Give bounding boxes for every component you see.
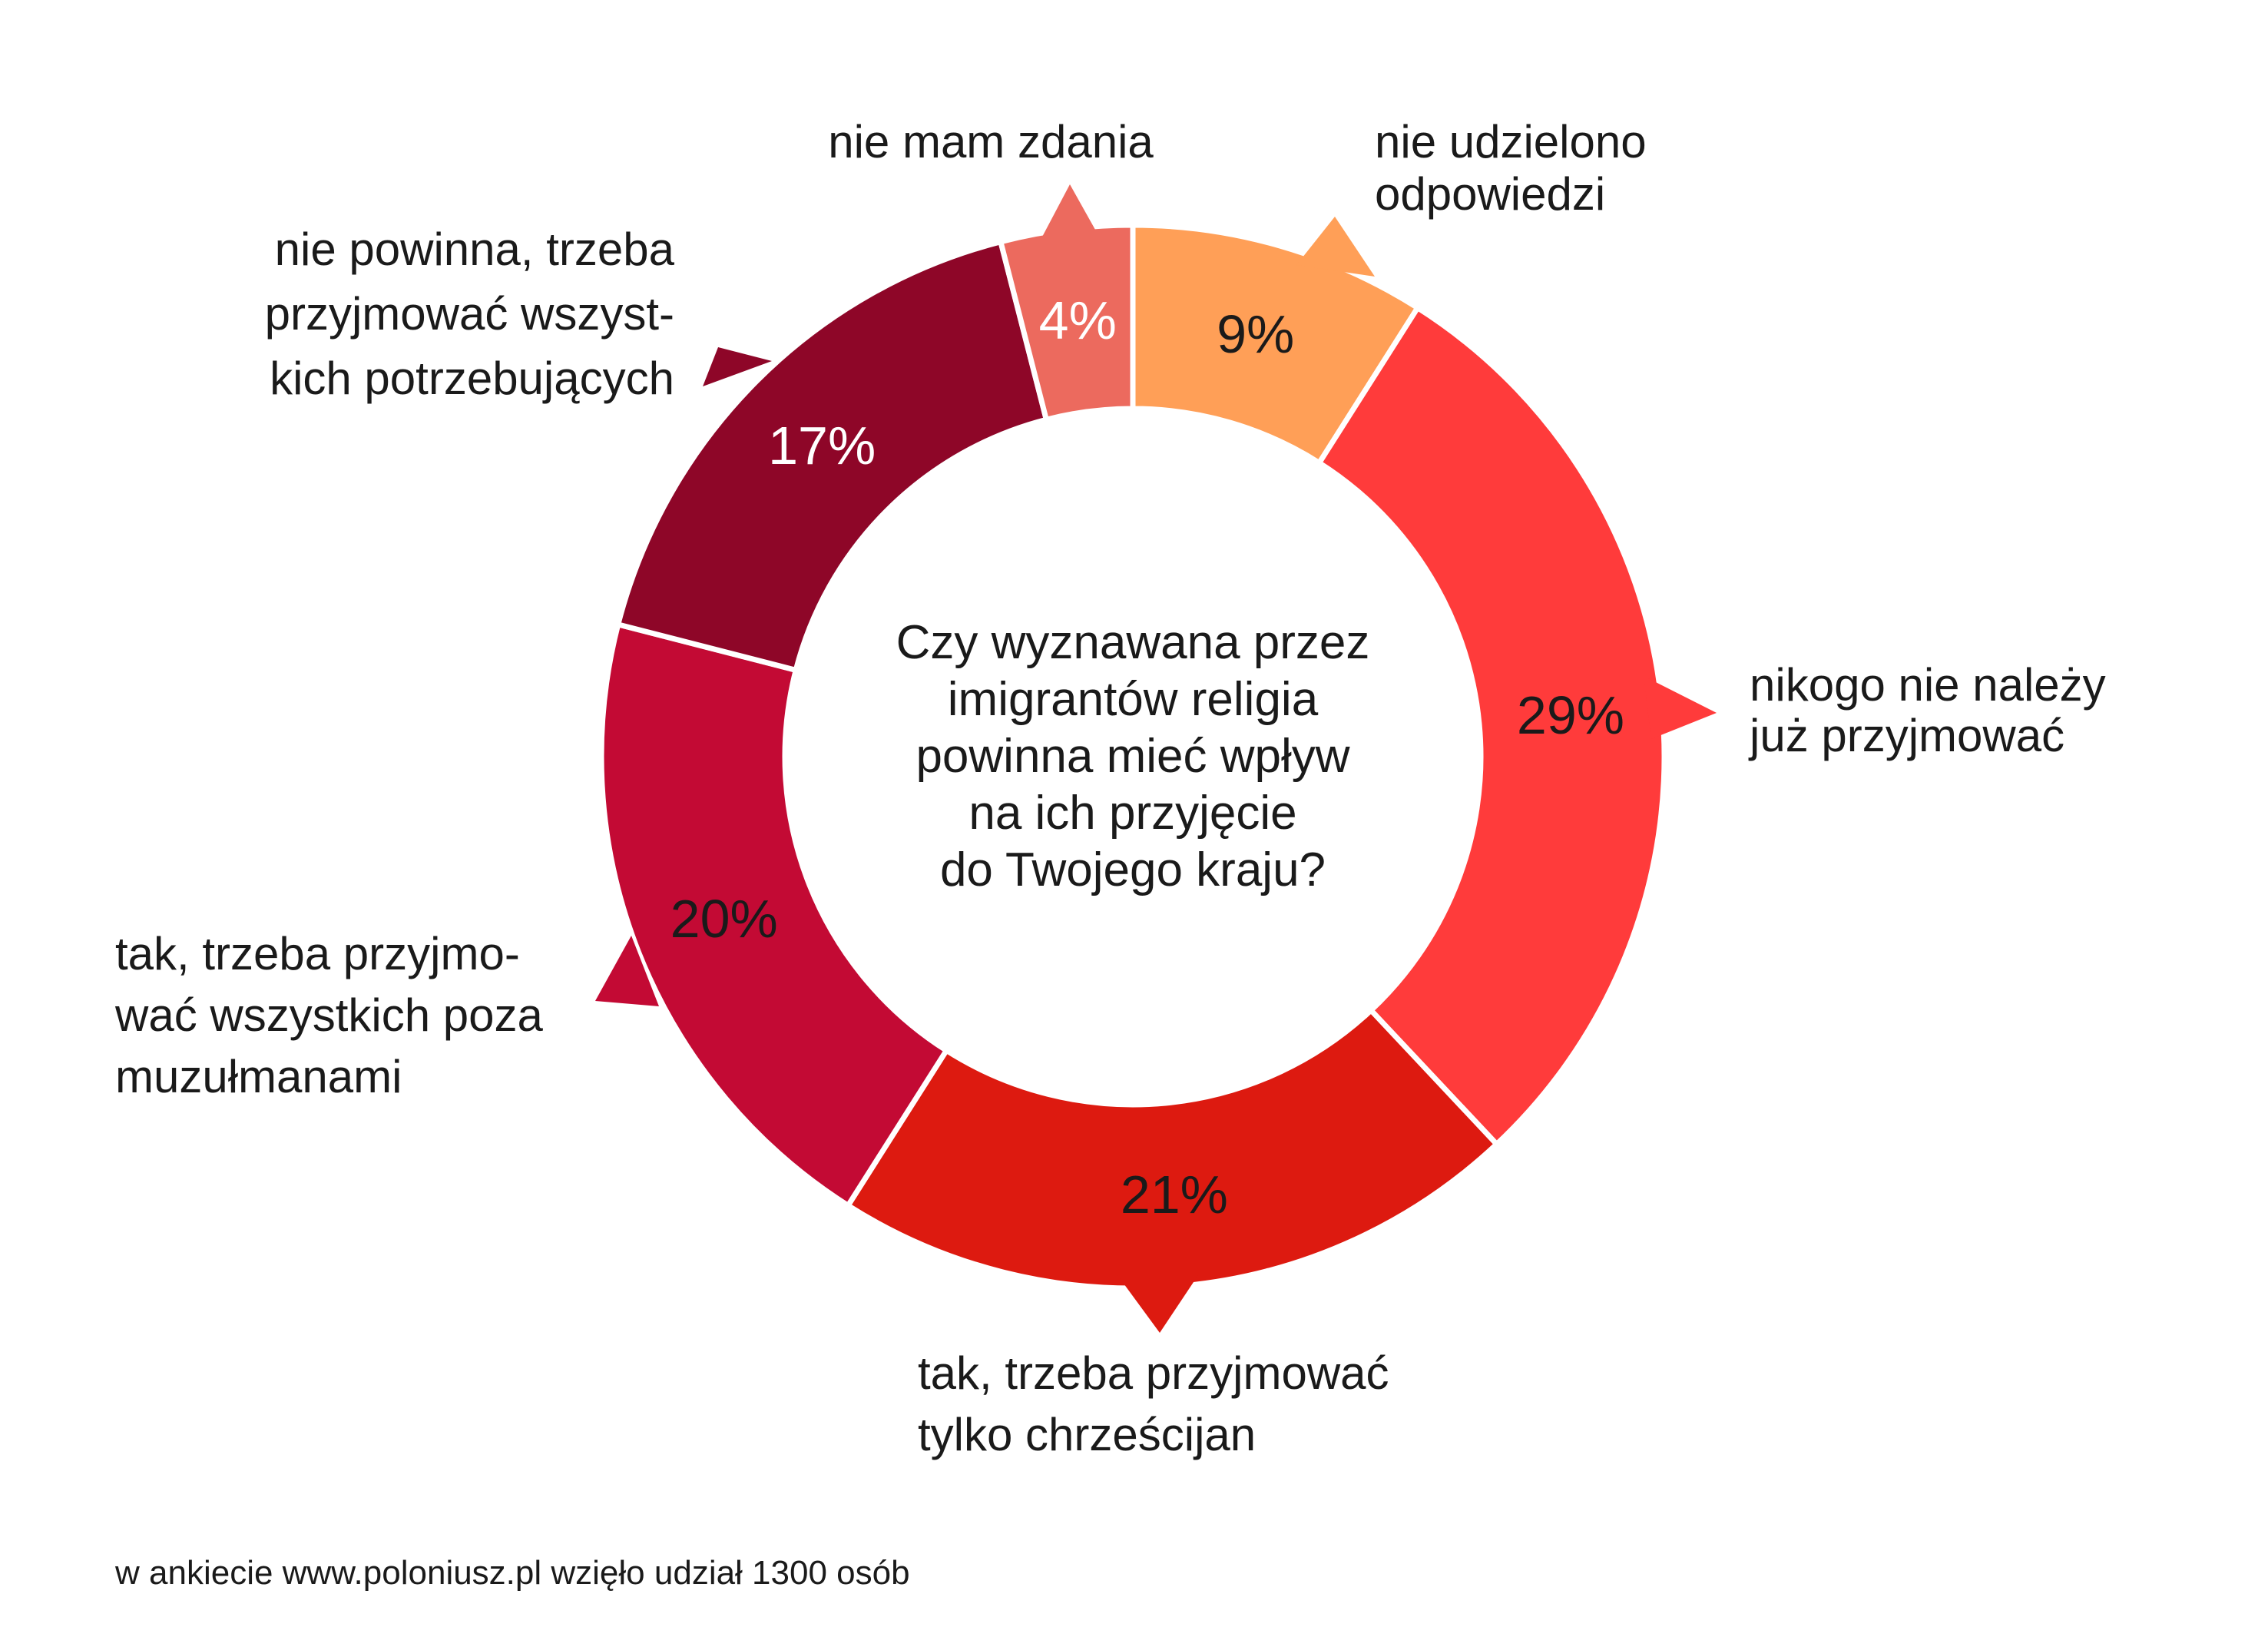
donut-slice [614,238,1050,674]
label-pointer [595,936,659,1006]
label-pointer [1117,1275,1198,1333]
category-label: nie mam zdania [828,116,1154,167]
category-label: nie powinna, trzeba przyjmować wszyst-kic… [265,224,675,404]
donut-slice [1315,303,1667,1148]
category-label-line: wać wszystkich poza [114,989,543,1041]
center-question-line: powinna mieć wpływ [915,730,1349,783]
category-label-line: odpowiedzi [1375,168,1605,220]
center-question-line: na ich przyjęcie [968,787,1296,840]
category-label-line: już przyjmować [1748,710,2064,761]
category-label-line: przyjmować wszyst- [265,288,674,340]
value-label: 17% [768,416,876,476]
value-label: 20% [670,889,778,949]
category-label: tak, trzeba przyjmować tylko chrześcijan [918,1347,1389,1460]
category-label-line: nie powinna, trzeba [275,224,675,275]
category-labels: nie udzielono odpowiedzi nikogo nie należy… [114,116,2106,1460]
label-pointer [1296,217,1375,277]
center-question-line: do Twojego kraju? [940,843,1326,896]
category-label-line: tak, trzeba przyjmo- [115,928,520,979]
value-labels: 9% 29% 21% 20% 17% 4% [670,290,1624,1224]
value-label: 4% [1039,290,1117,350]
center-question: Czy wyznawana przez imigrantów religia pow… [896,616,1370,896]
category-label-line: muzułmanami [115,1051,402,1102]
value-label: 9% [1217,304,1294,364]
label-pointer [1644,676,1717,739]
value-label: 29% [1517,685,1624,745]
label-pointer [1041,184,1102,242]
category-label-line: kich potrzebujących [270,353,674,404]
category-label-line: tak, trzeba przyjmować [918,1347,1389,1399]
category-label: nikogo nie należy już przyjmować [1748,659,2106,761]
donut-slices [598,222,1667,1291]
footer-note: w ankiecie www.poloniusz.pl wzięło udzia… [114,1554,910,1592]
category-label-line: nikogo nie należy [1750,659,2106,711]
center-question-line: imigrantów religia [948,673,1319,726]
category-label-line: nie mam zdania [828,116,1154,167]
category-label: tak, trzeba przyjmo-wać wszystkich poza m… [114,928,543,1102]
value-label: 21% [1121,1165,1228,1224]
label-pointer [703,347,772,386]
donut-slice [598,621,951,1210]
label-pointers [595,184,1717,1333]
category-label-line: tylko chrześcijan [918,1409,1256,1460]
donut-slice [844,1006,1501,1291]
category-label: nie udzielono odpowiedzi [1375,116,1647,220]
donut-slice [997,222,1136,423]
category-label-line: nie udzielono [1375,116,1647,167]
center-question-line: Czy wyznawana przez [896,616,1370,669]
